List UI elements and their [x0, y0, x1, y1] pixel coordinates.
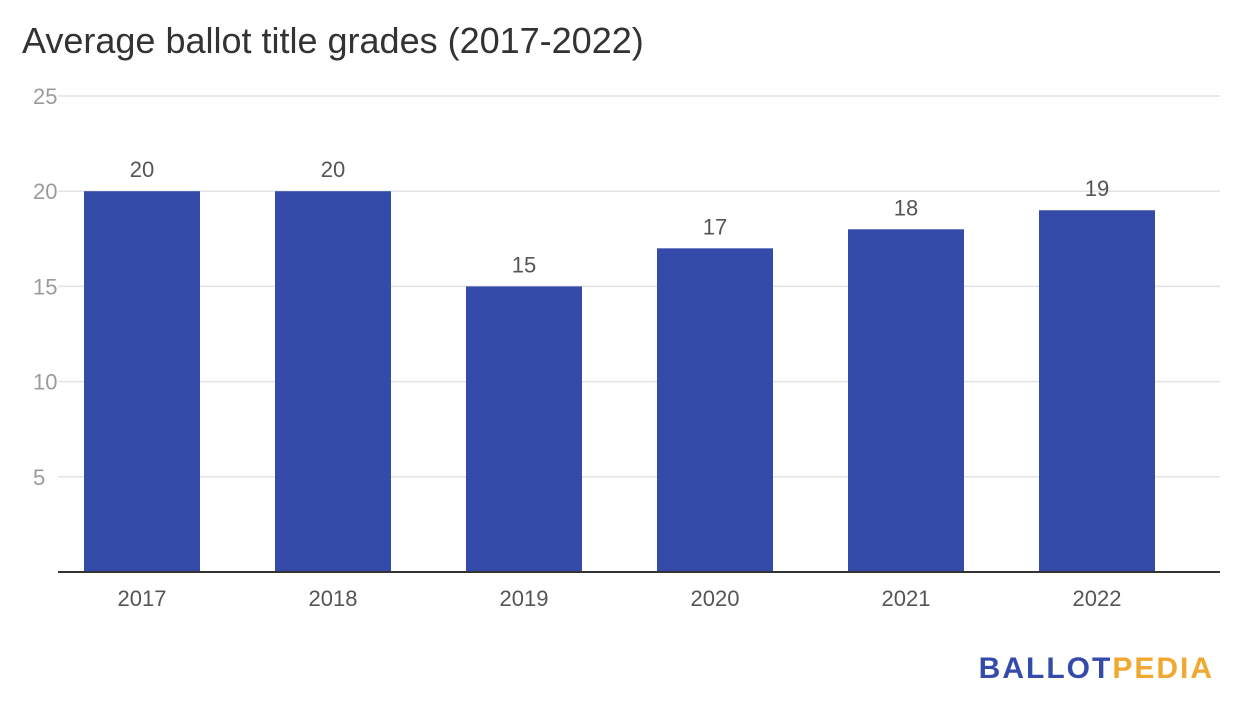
y-tick-label-25: 25: [33, 84, 57, 109]
bar-2018: [275, 191, 391, 572]
x-tick-label-2021: 2021: [882, 586, 931, 611]
x-tick-label-2020: 2020: [691, 586, 740, 611]
data-label-2022: 19: [1085, 176, 1109, 201]
y-tick-label-20: 20: [33, 179, 57, 204]
gridlines: [58, 95, 1220, 478]
y-tick-label-10: 10: [33, 370, 57, 395]
data-label-2020: 17: [703, 214, 727, 239]
x-tick-label-2017: 2017: [118, 586, 167, 611]
data-label-2019: 15: [512, 252, 536, 277]
x-tick-label-2018: 2018: [309, 586, 358, 611]
data-labels: 20 20 15 17 18 19: [130, 157, 1109, 277]
bar-2019: [466, 286, 582, 572]
y-tick-label-15: 15: [33, 274, 57, 299]
bars: [84, 191, 1155, 573]
logo-part-ballot: BALLOT: [978, 652, 1113, 685]
data-label-2018: 20: [321, 157, 345, 182]
bar-2022: [1039, 210, 1155, 573]
bar-2021: [848, 229, 964, 572]
x-tick-label-2022: 2022: [1073, 586, 1122, 611]
logo-part-pedia: PEDIA: [1112, 652, 1214, 685]
y-tick-label-5: 5: [33, 465, 45, 490]
data-label-2021: 18: [894, 195, 918, 220]
bar-2017: [84, 191, 200, 572]
y-axis-ticks: 5 10 15 20 25: [33, 84, 57, 490]
ballotpedia-logo: BALLOTPEDIA: [979, 652, 1214, 686]
x-axis-labels: 2017 2018 2019 2020 2021 2022: [118, 586, 1122, 611]
bar-2020: [657, 248, 773, 572]
chart-title: Average ballot title grades (2017-2022): [22, 20, 644, 61]
x-tick-label-2019: 2019: [500, 586, 549, 611]
data-label-2017: 20: [130, 157, 154, 182]
